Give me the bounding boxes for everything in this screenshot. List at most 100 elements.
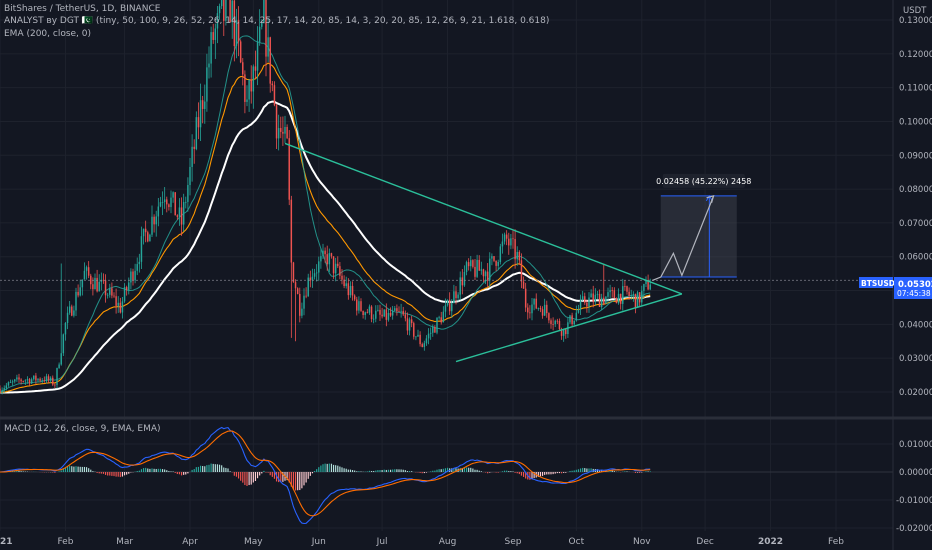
- candle-body: [463, 271, 466, 286]
- price-tick-label: 0.10000: [899, 117, 932, 127]
- last-price-box: [859, 277, 893, 288]
- candle-body: [552, 324, 554, 325]
- time-tick-label: Nov: [633, 537, 651, 547]
- price-tick-label: 0.04000: [899, 320, 932, 330]
- candle-body: [265, 0, 267, 57]
- candle-body: [615, 298, 618, 304]
- symbol-legend[interactable]: BitShares / TetherUS, 1D, BINANCE: [4, 4, 161, 14]
- candle-body: [558, 321, 561, 330]
- candle-body: [277, 128, 280, 139]
- candle-body: [52, 377, 54, 385]
- candle-body: [478, 259, 480, 271]
- candle-body: [263, 0, 265, 23]
- analyst-indicator-legend[interactable]: ANALYST ву DGT 🇵🇰 (tiny, 50, 100, 9, 26,…: [4, 16, 550, 26]
- candle-body: [144, 228, 147, 233]
- candle-body: [62, 334, 65, 354]
- candle-body: [166, 199, 168, 205]
- candle-body: [157, 206, 160, 217]
- projection-arrowhead: [705, 194, 713, 202]
- candle-body: [592, 293, 594, 303]
- candle-body: [170, 197, 172, 208]
- candle-body: [451, 303, 453, 312]
- candle-body: [613, 290, 616, 299]
- candle-body: [318, 261, 320, 273]
- price-tick-label: 0.12000: [899, 50, 932, 60]
- candle-body: [77, 291, 79, 296]
- candle-body: [16, 377, 18, 380]
- candle-body: [43, 380, 46, 381]
- candle-body: [119, 302, 122, 313]
- candle-body: [218, 6, 221, 14]
- macd-legend[interactable]: MACD (12, 26, close, 9, EMA, EMA): [4, 424, 161, 434]
- candle-body: [322, 250, 324, 257]
- candle-body: [18, 377, 20, 380]
- candle-body: [467, 262, 470, 267]
- candle-body: [83, 270, 86, 280]
- candle-body: [284, 127, 286, 134]
- candle-body: [191, 146, 193, 167]
- candle-body: [96, 277, 98, 292]
- candle-body: [106, 294, 109, 296]
- candle-body: [442, 311, 445, 323]
- candle-body: [362, 310, 364, 316]
- candle-body: [600, 297, 603, 307]
- candle-body: [286, 127, 288, 139]
- candle-body: [512, 238, 514, 240]
- ema-legend[interactable]: EMA (200, close, 0): [4, 29, 92, 39]
- candle-body: [353, 295, 356, 300]
- candle-body: [66, 312, 69, 323]
- candle-body: [404, 314, 407, 319]
- candle-body: [419, 334, 421, 345]
- candle-body: [246, 99, 248, 102]
- candle-body: [647, 280, 649, 290]
- candle-body: [590, 293, 592, 298]
- candle-body: [356, 299, 358, 311]
- candle-body: [480, 269, 483, 271]
- candle-body: [605, 296, 607, 304]
- candle-body: [531, 304, 533, 314]
- candle-body: [168, 204, 170, 208]
- last-price-symbol: BTSUSDT: [861, 279, 901, 288]
- candle-body: [204, 101, 206, 109]
- candle-body: [508, 238, 510, 246]
- candle-body: [45, 376, 48, 381]
- candle-body: [185, 201, 187, 203]
- candle-body: [427, 333, 430, 339]
- candle-body: [347, 283, 350, 296]
- candle-body: [383, 309, 385, 317]
- candle-body: [501, 241, 504, 247]
- candle-body: [423, 343, 426, 347]
- candle-body: [465, 262, 468, 272]
- candle-body: [410, 319, 413, 324]
- candle-body: [64, 322, 67, 335]
- candle-body: [233, 0, 236, 47]
- time-axis[interactable]: 2021 Feb Mar Apr May Jun Jul Aug Sep Oct Nov Dec 202…: [0, 537, 844, 547]
- candle-body: [533, 298, 535, 305]
- candle-body: [125, 287, 128, 291]
- candle-body: [535, 298, 537, 309]
- candle-body: [242, 62, 244, 75]
- candle-body: [461, 277, 464, 286]
- candle-body: [71, 306, 73, 316]
- candle-body: [438, 317, 440, 319]
- time-tick-label: Apr: [182, 537, 198, 547]
- price-tick-label: 0.02000: [899, 388, 932, 398]
- candle-body: [102, 279, 105, 281]
- candle-body: [375, 310, 377, 319]
- macd-tick-label: 0.01000: [899, 440, 932, 450]
- candle-body: [398, 311, 400, 313]
- candle-body: [417, 334, 419, 337]
- candle-body: [332, 256, 335, 274]
- candle-body: [446, 299, 449, 306]
- candle-body: [237, 20, 240, 42]
- candle-body: [584, 296, 586, 303]
- candle-body: [151, 216, 153, 235]
- candle-body: [193, 146, 195, 149]
- candle-body: [360, 301, 362, 311]
- candle-body: [58, 364, 60, 369]
- candle-body: [22, 381, 24, 382]
- currency-label: USDT: [903, 6, 927, 16]
- candle-body: [607, 292, 609, 297]
- candle-body: [290, 199, 293, 263]
